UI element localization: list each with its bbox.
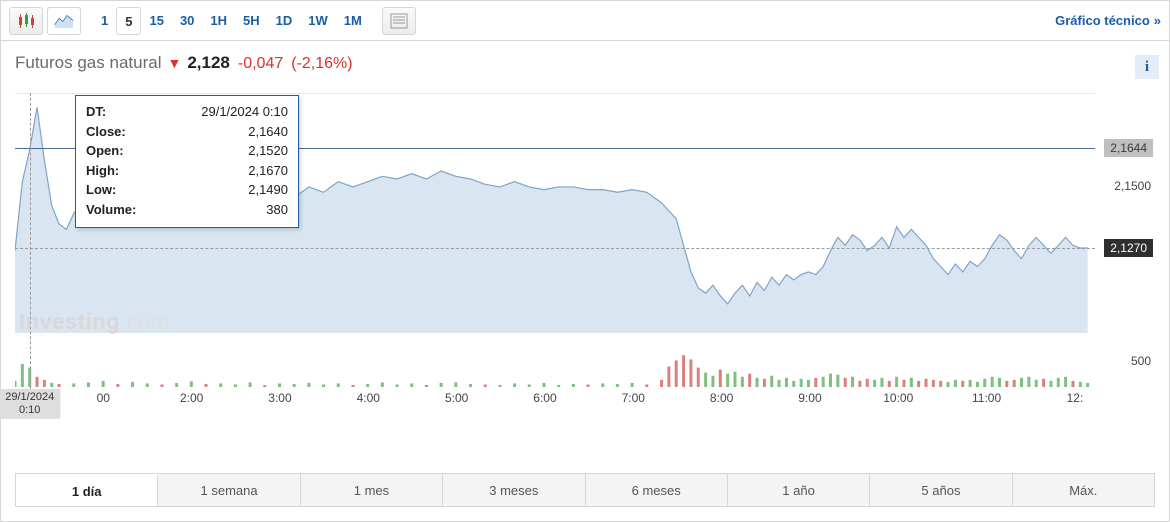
timeframe-1W[interactable]: 1W — [300, 7, 336, 35]
tooltip-val: 380 — [266, 200, 288, 220]
x-tick: 3:00 — [268, 391, 291, 405]
news-button[interactable] — [382, 7, 416, 35]
price-change-pct: (-2,16%) — [291, 55, 352, 73]
tooltip-row: Close: 2,1640 — [86, 122, 288, 142]
news-icon — [390, 13, 408, 29]
x-tick: 9:00 — [798, 391, 821, 405]
timeframe-5[interactable]: 5 — [116, 7, 141, 35]
y-tick-volume: 500 — [1131, 354, 1151, 368]
tooltip-key: Open: — [86, 141, 124, 161]
candlestick-icon — [17, 12, 35, 30]
technical-chart-link[interactable]: Gráfico técnico » — [1055, 13, 1161, 28]
tooltip-row: Low: 2,1490 — [86, 180, 288, 200]
timeframe-30[interactable]: 30 — [172, 7, 202, 35]
y-axis: 2,1500 2,1644 2,1270 500 — [1095, 93, 1155, 423]
watermark-b: .com — [120, 309, 170, 334]
candlestick-button[interactable] — [9, 7, 43, 35]
price-change: -0,047 — [238, 55, 283, 73]
instrument-name: Futuros gas natural — [15, 53, 161, 73]
x-tick: 00 — [97, 391, 110, 405]
tooltip-key: High: — [86, 161, 119, 181]
tooltip-row: Volume: 380 — [86, 200, 288, 220]
chart-container: 1515301H5H1D1W1M Gráfico técnico » Futur… — [0, 0, 1170, 522]
range-tab-3[interactable]: 3 meses — [443, 474, 585, 506]
ohlc-tooltip: DT: 29/1/2024 0:10 Close: 2,1640 Open: 2,1520… — [75, 95, 299, 228]
tooltip-val: 2,1520 — [248, 141, 288, 161]
x-tick: 12: — [1067, 391, 1084, 405]
x-tick: 5:00 — [445, 391, 468, 405]
range-tab-4[interactable]: 6 meses — [586, 474, 728, 506]
timeframe-5H[interactable]: 5H — [235, 7, 268, 35]
tooltip-row: High: 2,1670 — [86, 161, 288, 181]
crosshair-vertical — [30, 93, 31, 389]
chevron-right-icon: » — [1154, 13, 1161, 28]
area-chart-button[interactable] — [47, 7, 81, 35]
tooltip-row: Open: 2,1520 — [86, 141, 288, 161]
x-tick: 7:00 — [622, 391, 645, 405]
x-tick: 8:00 — [710, 391, 733, 405]
tooltip-key: Volume: — [86, 200, 136, 220]
range-tab-5[interactable]: 1 año — [728, 474, 870, 506]
y-flag: 2,1644 — [1104, 139, 1153, 157]
tooltip-val: 2,1670 — [248, 161, 288, 181]
tooltip-val: 29/1/2024 0:10 — [201, 102, 288, 122]
timeframe-1H[interactable]: 1H — [202, 7, 235, 35]
chart-area: 2,1500 2,1644 2,1270 500 00 2:00 3:00 4:00 5:00… — [15, 93, 1155, 423]
timeframe-list: 1515301H5H1D1W1M — [93, 7, 370, 35]
y-tick: 2,1500 — [1114, 179, 1151, 193]
tooltip-key: DT: — [86, 102, 106, 122]
arrow-down-icon: ▼ — [167, 55, 181, 71]
tooltip-key: Low: — [86, 180, 116, 200]
timeframe-15[interactable]: 15 — [141, 7, 171, 35]
volume-pane[interactable] — [15, 341, 1095, 387]
range-tab-6[interactable]: 5 años — [870, 474, 1012, 506]
x-tick: 4:00 — [357, 391, 380, 405]
x-tick: 6:00 — [533, 391, 556, 405]
y-flag: 2,1270 — [1104, 239, 1153, 257]
tooltip-val: 2,1490 — [248, 180, 288, 200]
timeframe-1M[interactable]: 1M — [336, 7, 370, 35]
range-tab-1[interactable]: 1 semana — [158, 474, 300, 506]
x-tick: 2:00 — [180, 391, 203, 405]
tooltip-val: 2,1640 — [248, 122, 288, 142]
last-price: 2,128 — [187, 53, 230, 73]
technical-chart-label: Gráfico técnico — [1055, 13, 1150, 28]
watermark-a: Investing — [19, 309, 120, 334]
range-tabs: 1 día1 semana1 mes3 meses6 meses1 año5 a… — [15, 473, 1155, 507]
x-tick: 10:00 — [883, 391, 913, 405]
tooltip-key: Close: — [86, 122, 126, 142]
tooltip-row: DT: 29/1/2024 0:10 — [86, 102, 288, 122]
watermark: Investing.com — [19, 309, 170, 335]
instrument-header: Futuros gas natural ▼ 2,128 -0,047 (-2,1… — [1, 41, 1169, 79]
range-tab-2[interactable]: 1 mes — [301, 474, 443, 506]
timeframe-1D[interactable]: 1D — [268, 7, 301, 35]
volume-series — [15, 341, 1095, 387]
x-crosshair-flag: 29/1/20240:10 — [0, 389, 60, 419]
area-chart-icon — [54, 13, 74, 29]
timeframe-1[interactable]: 1 — [93, 7, 116, 35]
x-axis: 00 2:00 3:00 4:00 5:00 6:00 7:00 8:00 9:00 10:00 1… — [15, 391, 1095, 409]
range-tab-7[interactable]: Máx. — [1013, 474, 1154, 506]
range-tab-0[interactable]: 1 día — [16, 474, 158, 506]
info-button[interactable]: i — [1135, 55, 1159, 79]
x-tick: 11:00 — [972, 391, 1001, 405]
chart-toolbar: 1515301H5H1D1W1M Gráfico técnico » — [1, 1, 1169, 41]
reference-line — [15, 248, 1095, 249]
